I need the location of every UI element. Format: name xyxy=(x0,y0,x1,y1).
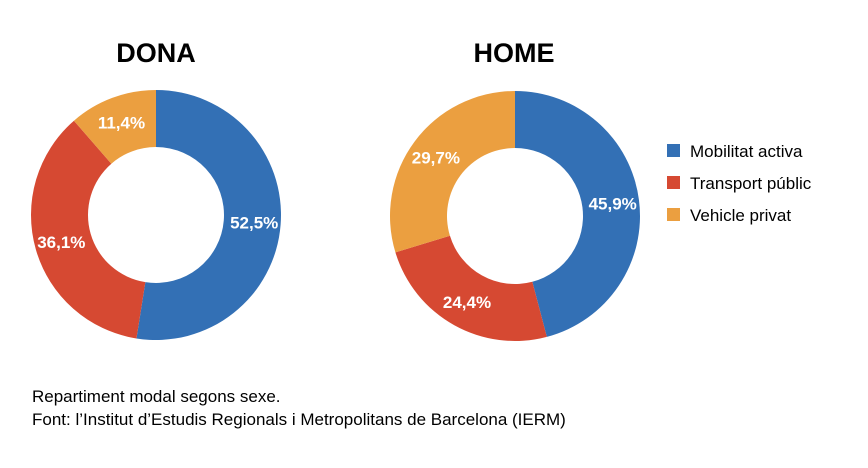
slice-label-home-mobilitat-activa: 45,9% xyxy=(589,194,637,213)
legend-label-transport-public: Transport públic xyxy=(690,174,812,193)
source-line: Font: l’Institut d’Estudis Regionals i M… xyxy=(32,410,566,429)
chart-dona: DONA 52,5% 36,1% 11,4% xyxy=(31,38,282,340)
slice-dona-vehicle-privat xyxy=(73,90,156,164)
slice-home-transport-public xyxy=(395,235,547,342)
legend-swatch-transport-public xyxy=(667,176,680,189)
slice-label-home-vehicle-privat: 29,7% xyxy=(412,148,460,167)
slice-dona-mobilitat-activa xyxy=(136,90,282,340)
slice-label-home-transport-public: 24,4% xyxy=(443,293,491,312)
chart-title-home: HOME xyxy=(474,38,555,68)
slice-home-mobilitat-activa xyxy=(515,91,640,337)
legend: Mobilitat activa Transport públic Vehicl… xyxy=(667,142,812,225)
slice-home-vehicle-privat xyxy=(389,91,515,253)
legend-label-mobilitat-activa: Mobilitat activa xyxy=(690,142,803,161)
legend-swatch-mobilitat-activa xyxy=(667,144,680,157)
chart-home: HOME 45,9% 24,4% 29,7% xyxy=(389,38,640,342)
slice-label-dona-vehicle-privat: 11,4% xyxy=(98,114,145,133)
chart-title-dona: DONA xyxy=(116,38,196,68)
legend-swatch-vehicle-privat xyxy=(667,208,680,221)
slice-label-dona-mobilitat-activa: 52,5% xyxy=(230,214,278,233)
chart-caption: Repartiment modal segons sexe. Font: l’I… xyxy=(32,385,566,431)
slice-dona-transport-public xyxy=(31,120,146,339)
slice-label-dona-transport-public: 36,1% xyxy=(37,233,85,252)
legend-label-vehicle-privat: Vehicle privat xyxy=(690,206,791,225)
caption-line: Repartiment modal segons sexe. xyxy=(32,387,281,406)
